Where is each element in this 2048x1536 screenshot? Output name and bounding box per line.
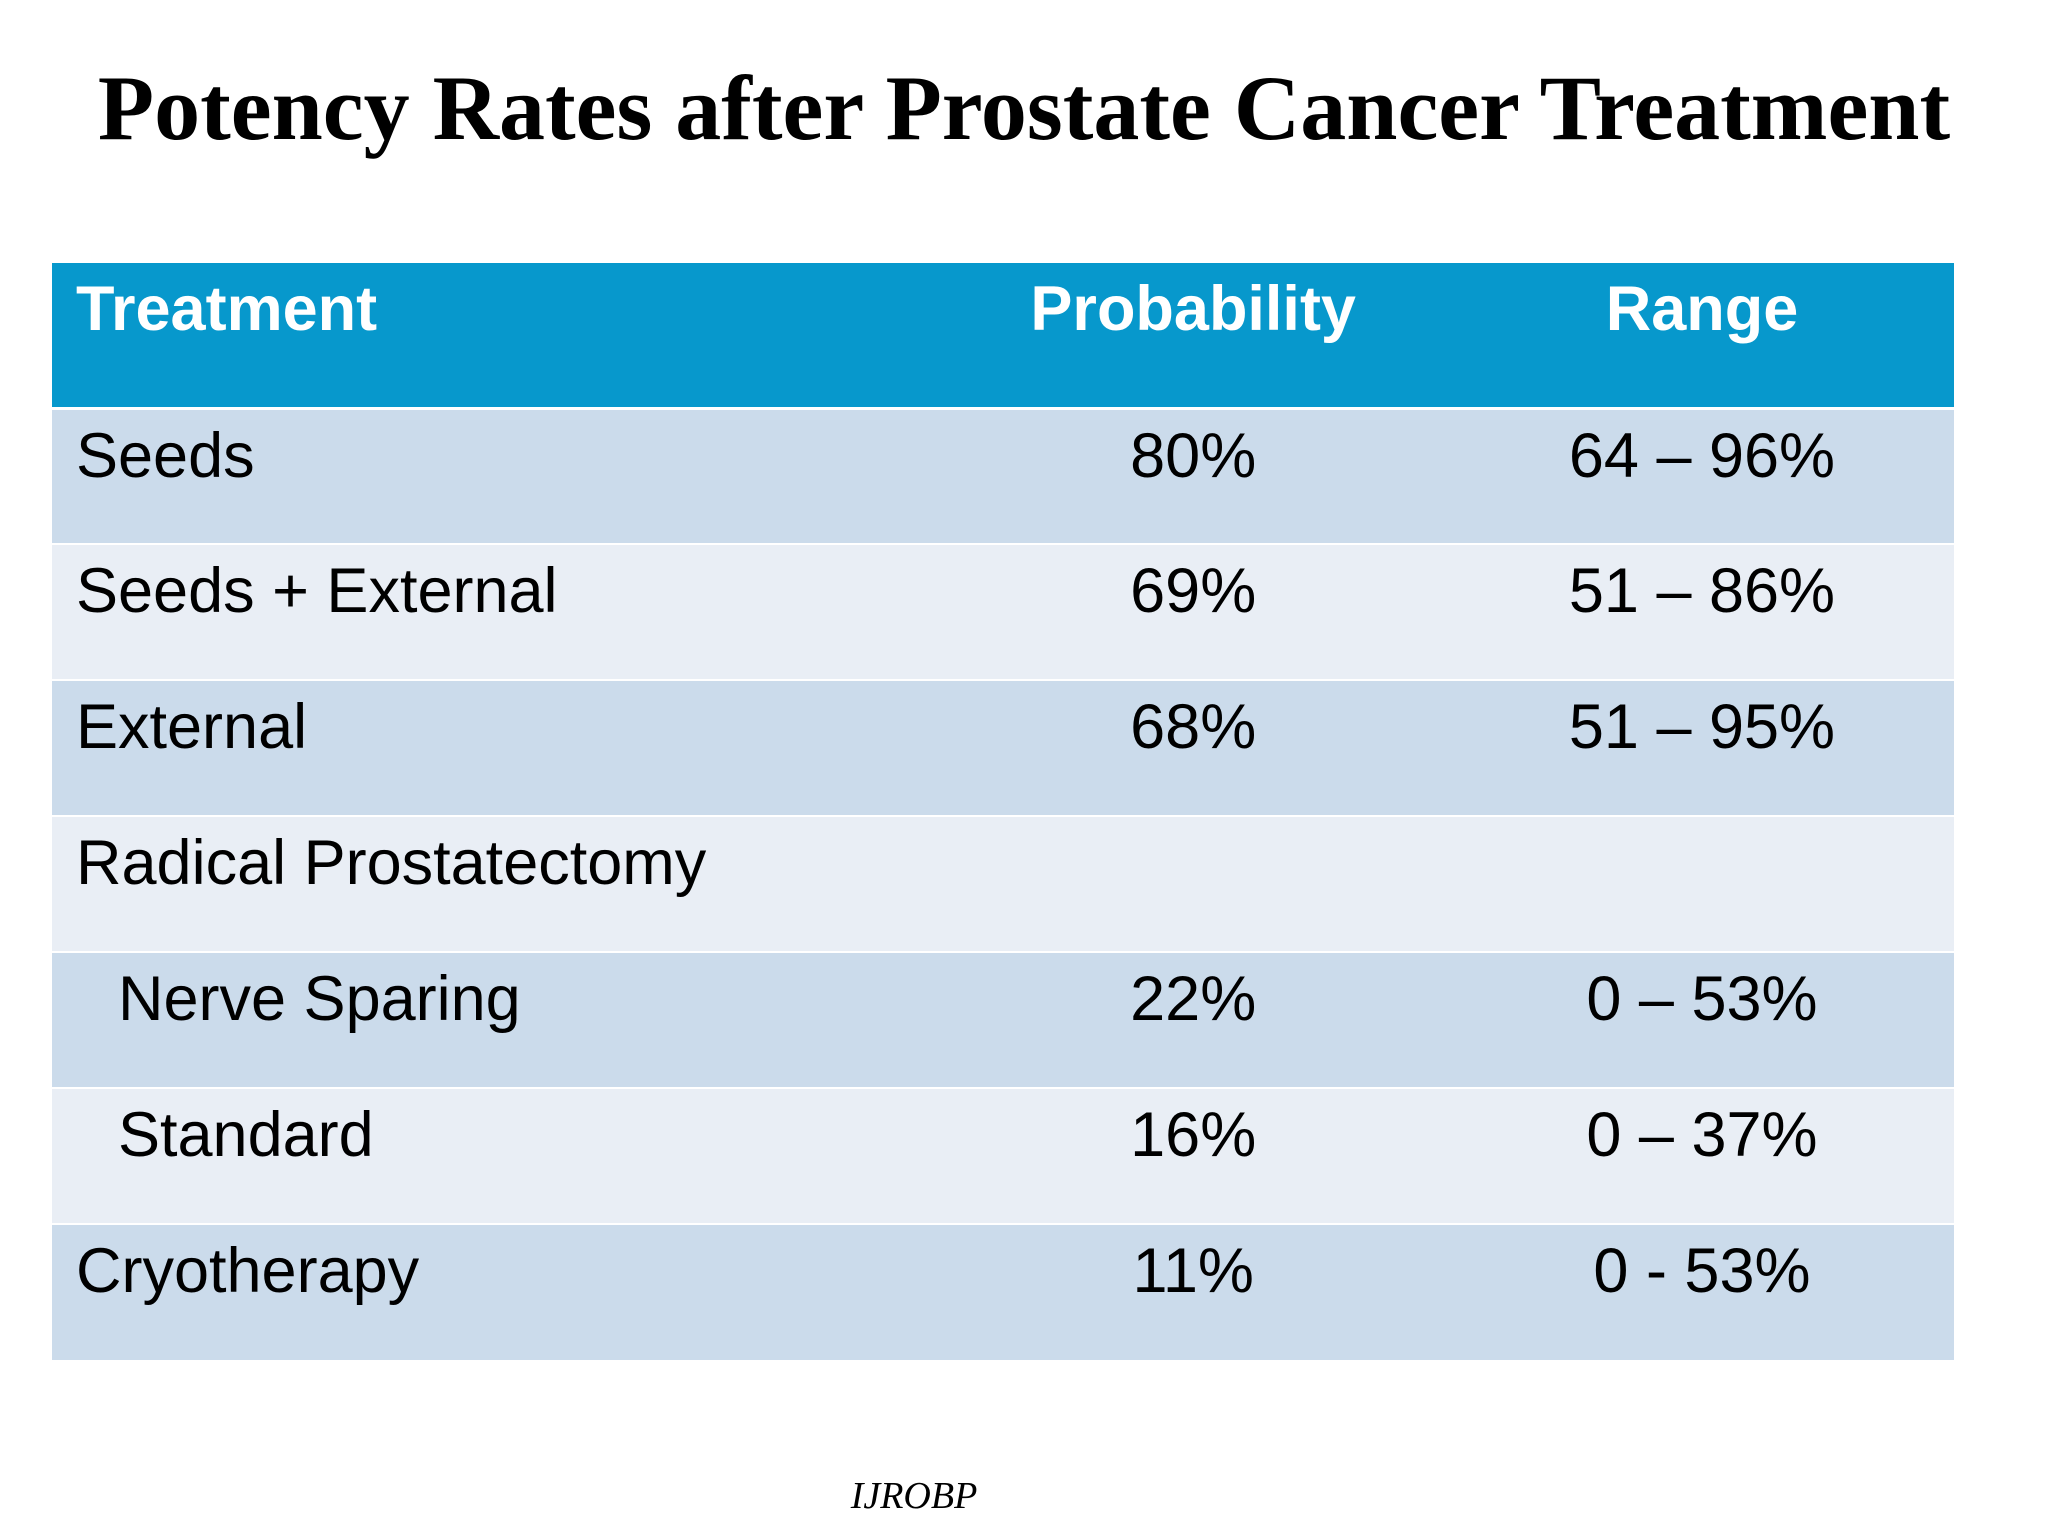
- probability-cell: 68%: [936, 680, 1450, 817]
- range-cell: 0 - 53%: [1593, 1236, 1811, 1306]
- column-header-range: Range: [1449, 263, 1954, 410]
- potency-rates-table: Treatment Probability Range Seeds 80% 64…: [52, 263, 1954, 1360]
- table-row-seeds: Seeds 80% 64 – 96%: [52, 408, 1954, 545]
- table-row-seeds-external: Seeds + External 69% 51 – 86%: [52, 544, 1954, 681]
- treatment-cell: Nerve Sparing: [52, 952, 937, 1089]
- slide-title: Potency Rates after Prostate Cancer Trea…: [97, 57, 1951, 159]
- range-cell: 0 – 37%: [1449, 1088, 1954, 1225]
- treatment-cell: Seeds: [52, 408, 937, 545]
- treatment-cell: Standard: [52, 1088, 937, 1225]
- column-header-treatment: Treatment: [52, 263, 937, 410]
- table-row-cryotherapy: Cryotherapy 11% 0 - 53%: [52, 1224, 1954, 1360]
- range-cell: 0 – 53%: [1449, 952, 1954, 1089]
- range-cell: 51 – 95%: [1449, 680, 1954, 817]
- treatment-cell: Radical Prostatectomy: [52, 816, 937, 953]
- probability-cell: 22%: [936, 952, 1450, 1089]
- probability-cell: 16%: [936, 1088, 1450, 1225]
- treatment-cell: Seeds + External: [52, 544, 937, 681]
- column-header-probability: Probability: [936, 263, 1450, 410]
- treatment-cell: Cryotherapy: [76, 1236, 420, 1306]
- range-cell: 64 – 96%: [1449, 408, 1954, 545]
- table-row-external: External 68% 51 – 95%: [52, 680, 1954, 817]
- probability-cell: 69%: [936, 544, 1450, 681]
- treatment-cell: External: [52, 680, 937, 817]
- range-cell: [1449, 816, 1954, 953]
- probability-cell: 11%: [1132, 1236, 1254, 1306]
- table-header-row: Treatment Probability Range: [52, 263, 1954, 410]
- table-row-nerve-sparing: Nerve Sparing 22% 0 – 53%: [52, 952, 1954, 1089]
- probability-cell: [936, 816, 1450, 953]
- range-cell: 51 – 86%: [1449, 544, 1954, 681]
- footer-citation: IJROBP: [850, 1475, 978, 1517]
- table-row-radical-prostatectomy: Radical Prostatectomy: [52, 816, 1954, 953]
- table-row-standard: Standard 16% 0 – 37%: [52, 1088, 1954, 1225]
- probability-cell: 80%: [936, 408, 1450, 545]
